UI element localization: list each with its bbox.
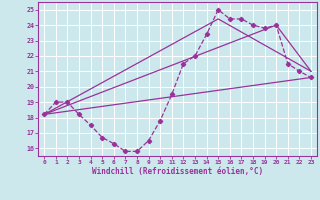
X-axis label: Windchill (Refroidissement éolien,°C): Windchill (Refroidissement éolien,°C) bbox=[92, 167, 263, 176]
